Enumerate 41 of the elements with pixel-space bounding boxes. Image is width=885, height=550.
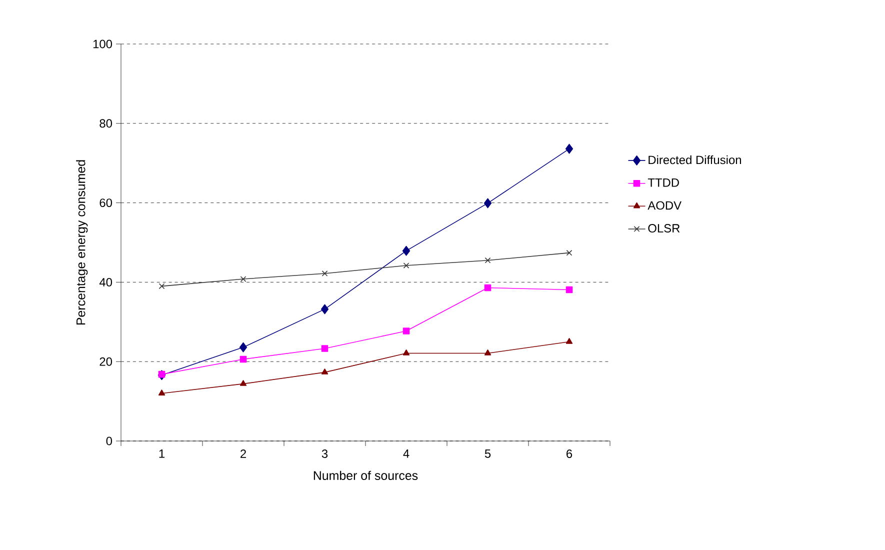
x-tick-label: 3 (322, 450, 328, 458)
x-tick-label: 1 (159, 450, 164, 458)
y-tick-label: 40 (99, 278, 112, 286)
point (158, 283, 165, 290)
point (402, 246, 410, 256)
point (402, 328, 410, 334)
y-tick-label: 60 (100, 198, 112, 208)
point (484, 198, 492, 208)
point (403, 262, 410, 268)
point (158, 370, 166, 378)
legend-label: Directed Diffusion (648, 155, 742, 164)
y-tick-label: 0 (106, 436, 112, 446)
point (320, 304, 329, 314)
x-tick-label: 5 (484, 450, 491, 458)
x-tick-label: 6 (566, 450, 572, 458)
point (484, 257, 491, 264)
point (566, 338, 573, 344)
point (239, 342, 248, 352)
y-tick-label: 80 (100, 119, 112, 128)
point (322, 270, 328, 276)
point (240, 356, 247, 363)
legend-label: OLSR (648, 224, 680, 233)
x-axis-title: Number of sources (314, 470, 418, 480)
point (240, 380, 247, 386)
point (566, 250, 572, 256)
legend-label: AODV (648, 201, 682, 210)
point (402, 349, 410, 356)
point (321, 368, 328, 374)
y-tick-label: 20 (100, 357, 112, 366)
x-tick-label: 2 (240, 450, 246, 458)
point (240, 276, 246, 282)
point (484, 349, 492, 356)
point (484, 284, 492, 292)
point (321, 345, 328, 352)
legend-label: TTDD (648, 178, 679, 187)
point (565, 144, 574, 154)
point (566, 286, 573, 294)
y-axis-title: Percentage energy consumed (76, 160, 88, 325)
point (158, 390, 166, 396)
x-tick-label: 4 (403, 450, 410, 458)
y-tick-label: 100 (93, 40, 112, 48)
